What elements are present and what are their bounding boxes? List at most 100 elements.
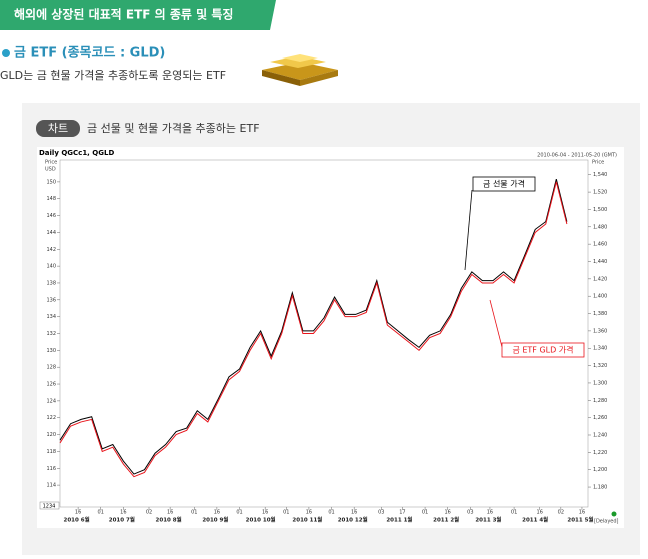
annotation-pointer bbox=[489, 299, 503, 348]
y-tick-label: 142 bbox=[46, 247, 56, 253]
chart-tag-text: 차트 bbox=[48, 122, 68, 135]
y2-label: Price bbox=[592, 160, 604, 166]
y-tick-label: 134 bbox=[46, 314, 56, 320]
x-tick-label: 03 bbox=[378, 510, 384, 516]
series-line bbox=[59, 178, 568, 475]
y-tick-label: 118 bbox=[46, 449, 56, 455]
month-label: 2011 2월 bbox=[433, 516, 459, 524]
footer-right: [Delayed] bbox=[594, 519, 619, 525]
annotation-pointer bbox=[464, 189, 473, 271]
x-tick-label: 16 bbox=[75, 510, 81, 516]
y-unit: USD bbox=[45, 167, 56, 173]
gold-bars-image bbox=[253, 49, 345, 88]
y-tick-label: 122 bbox=[46, 415, 56, 421]
y-tick-label: 136 bbox=[46, 297, 56, 303]
status-dot bbox=[611, 511, 617, 517]
chart-tag bbox=[36, 120, 80, 137]
y-tick-label: 126 bbox=[46, 382, 56, 388]
y-tick-label: 146 bbox=[46, 213, 56, 219]
x-tick-label: 02 bbox=[146, 510, 152, 516]
month-label: 2010 9월 bbox=[202, 516, 228, 524]
y-tick-label: 144 bbox=[46, 230, 56, 236]
x-tick-label: 01 bbox=[98, 510, 104, 516]
section-description: GLD는 금 현물 가격을 추종하도록 운영되는 ETF bbox=[0, 68, 226, 82]
y-tick-label: 114 bbox=[46, 483, 56, 489]
x-tick-label: 03 bbox=[467, 510, 473, 516]
x-tick-label: 16 bbox=[167, 510, 173, 516]
month-label: 2010 11월 bbox=[292, 516, 322, 524]
y-tick-label: 150 bbox=[46, 179, 56, 185]
y-label: Price bbox=[45, 160, 57, 166]
y-tick-label: 116 bbox=[46, 466, 56, 472]
y2-tick-label: 1,460 bbox=[593, 242, 607, 248]
x-tick-label: 01 bbox=[511, 510, 517, 516]
x-tick-label: 16 bbox=[487, 510, 493, 516]
y2-tick-label: 1,380 bbox=[593, 311, 607, 317]
y-tick-label: 120 bbox=[46, 432, 56, 438]
y2-tick-label: 1,200 bbox=[593, 467, 607, 473]
x-tick-label: 01 bbox=[236, 510, 242, 516]
y2-tick-label: 1,440 bbox=[593, 259, 607, 265]
y-tick-label: 140 bbox=[46, 264, 56, 270]
y2-tick-label: 1,320 bbox=[593, 363, 607, 369]
y2-tick-label: 1,260 bbox=[593, 415, 607, 421]
month-label: 2010 6월 bbox=[64, 516, 90, 524]
chart-caption: 금 선물 및 현물 가격을 추종하는 ETF bbox=[87, 121, 260, 135]
y-tick-label: 138 bbox=[46, 280, 56, 286]
x-tick-label: 16 bbox=[306, 510, 312, 516]
annotation-label: 금 선물 가격 bbox=[483, 179, 525, 189]
y2-tick-label: 1,280 bbox=[593, 398, 607, 404]
footer-left: 1234 bbox=[43, 504, 56, 510]
x-tick-label: 16 bbox=[579, 510, 585, 516]
y2-tick-label: 1,240 bbox=[593, 432, 607, 438]
annotation-label: 금 ETF GLD 가격 bbox=[512, 345, 573, 355]
x-tick-label: 02 bbox=[558, 510, 564, 516]
x-tick-label: 16 bbox=[351, 510, 357, 516]
y2-tick-label: 1,220 bbox=[593, 450, 607, 456]
y-tick-label: 130 bbox=[46, 348, 56, 354]
y2-tick-label: 1,420 bbox=[593, 276, 607, 282]
month-label: 2010 12월 bbox=[338, 516, 368, 524]
y-tick-label: 128 bbox=[46, 365, 56, 371]
y2-tick-label: 1,340 bbox=[593, 346, 607, 352]
month-label: 2010 8월 bbox=[156, 516, 182, 524]
month-label: 2011 1월 bbox=[386, 516, 412, 524]
y2-tick-label: 1,300 bbox=[593, 380, 607, 386]
x-tick-label: 16 bbox=[262, 510, 268, 516]
annotation-box bbox=[472, 176, 536, 192]
x-tick-label: 01 bbox=[422, 510, 428, 516]
x-tick-label: 16 bbox=[214, 510, 220, 516]
month-label: 2010 10월 bbox=[246, 516, 276, 524]
y-tick-label: 132 bbox=[46, 331, 56, 337]
x-tick-label: 16 bbox=[537, 510, 543, 516]
header-title: 해외에 상장된 대표적 ETF 의 종류 및 특징 bbox=[14, 7, 233, 22]
chart-area bbox=[37, 147, 624, 528]
y2-tick-label: 1,540 bbox=[593, 172, 607, 178]
footer-box bbox=[39, 501, 60, 510]
chart-title: Daily QGCc1, QGLD bbox=[39, 149, 114, 157]
x-tick-label: 01 bbox=[283, 510, 289, 516]
bullet bbox=[2, 49, 10, 57]
month-label: 2011 3월 bbox=[475, 516, 501, 524]
x-tick-label: 17 bbox=[399, 510, 405, 516]
x-tick-label: 01 bbox=[328, 510, 334, 516]
y2-tick-label: 1,480 bbox=[593, 224, 607, 230]
month-label: 2011 4월 bbox=[522, 516, 548, 524]
y2-tick-label: 1,400 bbox=[593, 294, 607, 300]
series-line bbox=[59, 181, 568, 478]
month-label: 2011 5월 bbox=[567, 516, 593, 524]
header-banner bbox=[0, 0, 276, 30]
x-tick-label: 01 bbox=[191, 510, 197, 516]
y2-tick-label: 1,180 bbox=[593, 485, 607, 491]
y2-tick-label: 1,500 bbox=[593, 207, 607, 213]
annotation-box bbox=[501, 342, 585, 358]
month-label: 2010 7월 bbox=[109, 516, 135, 524]
date-range: 2010-06-04 - 2011-05-20 (GMT) bbox=[537, 153, 617, 159]
y2-tick-label: 1,520 bbox=[593, 190, 607, 196]
y-tick-label: 124 bbox=[46, 398, 56, 404]
y2-tick-label: 1,360 bbox=[593, 328, 607, 334]
y-tick-label: 148 bbox=[46, 196, 56, 202]
x-tick-label: 16 bbox=[120, 510, 126, 516]
